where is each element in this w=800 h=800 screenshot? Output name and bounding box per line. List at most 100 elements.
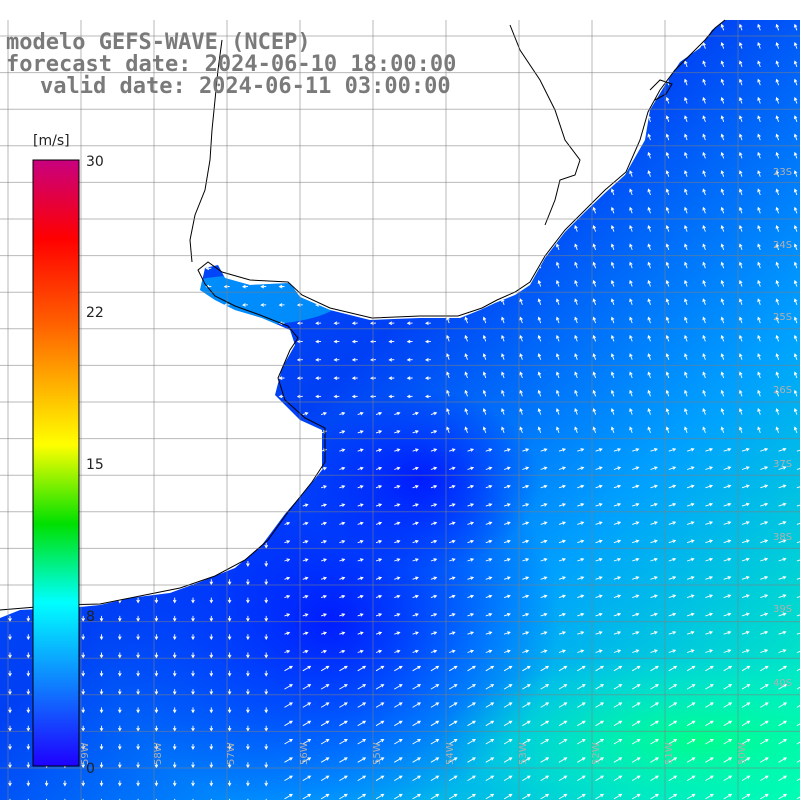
wind-arrow — [723, 793, 733, 800]
wind-arrow — [793, 78, 798, 86]
wind-arrow — [394, 430, 401, 434]
wind-arrow — [412, 684, 422, 690]
wind-arrow — [647, 170, 651, 177]
wind-arrow — [647, 188, 651, 196]
wind-arrow — [485, 521, 493, 525]
wind-arrow — [246, 670, 250, 677]
wind-arrow — [81, 634, 86, 641]
wind-arrow — [246, 597, 250, 604]
wind-arrow — [632, 448, 640, 452]
wind-arrow — [686, 649, 695, 653]
wind-arrow — [375, 539, 383, 544]
wind-arrow — [320, 631, 328, 636]
wind-arrow — [739, 206, 743, 214]
wind-arrow — [320, 521, 328, 526]
wind-arrow — [8, 762, 12, 769]
lat-label: 39S — [773, 604, 792, 615]
wind-arrow — [720, 243, 725, 251]
wind-arrow — [482, 316, 487, 324]
wind-arrow — [302, 720, 312, 727]
wind-arrow — [99, 634, 104, 641]
wind-arrow — [154, 634, 159, 641]
wind-arrow — [650, 757, 659, 763]
wind-arrow — [227, 615, 232, 622]
wind-arrow — [741, 594, 750, 599]
wind-arrow — [686, 630, 695, 635]
wind-arrow — [522, 775, 531, 781]
wind-arrow — [577, 539, 585, 544]
wind-arrow — [357, 793, 367, 800]
wind-arrow — [540, 484, 548, 489]
wind-arrow — [705, 665, 714, 672]
wind-arrow — [668, 576, 677, 580]
wind-arrow — [684, 389, 688, 397]
wind-arrow — [739, 42, 743, 49]
wind-arrow — [540, 757, 550, 763]
wind-arrow — [485, 720, 495, 727]
wind-arrow — [558, 793, 568, 800]
wind-arrow — [264, 689, 269, 696]
wind-arrow — [668, 484, 677, 489]
wind-arrow — [647, 243, 651, 251]
wind-arrow — [464, 334, 468, 342]
wind-arrow — [613, 684, 623, 690]
wind-arrow — [686, 484, 695, 489]
wind-arrow — [595, 539, 603, 544]
wind-arrow — [191, 652, 195, 659]
wind-arrow — [81, 762, 86, 769]
wind-arrow — [793, 334, 798, 342]
wind-arrow — [702, 243, 706, 251]
wind-arrow — [720, 206, 725, 214]
wind-arrow — [558, 612, 567, 617]
wind-arrow — [595, 466, 603, 470]
wind-arrow — [320, 684, 330, 690]
wind-arrow — [595, 484, 603, 489]
wind-arrow — [741, 447, 750, 452]
wind-arrow — [793, 133, 798, 141]
wind-arrow — [702, 151, 706, 159]
wind-arrow — [522, 484, 530, 489]
wind-arrow — [739, 316, 743, 324]
wind-arrow — [632, 502, 640, 507]
wind-arrow — [793, 426, 798, 434]
wind-arrow — [315, 394, 322, 399]
wind-arrow — [610, 261, 615, 269]
wind-arrow — [99, 762, 104, 769]
wind-arrow — [665, 170, 670, 177]
wind-arrow — [613, 631, 622, 635]
wind-arrow — [647, 316, 651, 324]
wind-arrow — [684, 133, 688, 141]
wind-arrow — [577, 594, 585, 599]
wind-arrow — [760, 539, 769, 544]
wind-arrow — [647, 298, 651, 305]
wind-arrow — [686, 665, 696, 672]
wind-arrow — [720, 261, 725, 269]
wind-arrow — [632, 557, 640, 562]
wind-arrow — [796, 793, 800, 800]
wind-arrow — [448, 739, 458, 745]
wind-arrow — [723, 757, 733, 763]
wind-arrow — [406, 339, 413, 344]
wind-arrow — [485, 649, 493, 654]
wind-arrow — [448, 793, 458, 800]
wind-arrow — [375, 720, 385, 727]
wind-arrow — [315, 321, 322, 326]
lon-label: 50W — [737, 742, 748, 765]
wind-arrow — [684, 170, 688, 177]
wind-arrow — [610, 243, 615, 251]
wind-arrow — [278, 376, 285, 380]
wind-arrow — [467, 448, 475, 452]
wind-arrow — [430, 684, 440, 690]
wind-arrow — [519, 408, 523, 415]
wind-arrow — [723, 484, 732, 489]
wind-arrow — [81, 670, 86, 677]
wind-arrow — [778, 557, 787, 562]
wind-arrow — [394, 665, 403, 672]
wind-arrow — [464, 371, 468, 379]
wind-arrow — [375, 665, 385, 672]
wind-arrow — [793, 42, 798, 49]
wind-arrow — [775, 60, 780, 68]
wind-arrow — [357, 775, 367, 781]
wind-arrow — [775, 133, 780, 141]
wind-arrow — [613, 503, 622, 507]
